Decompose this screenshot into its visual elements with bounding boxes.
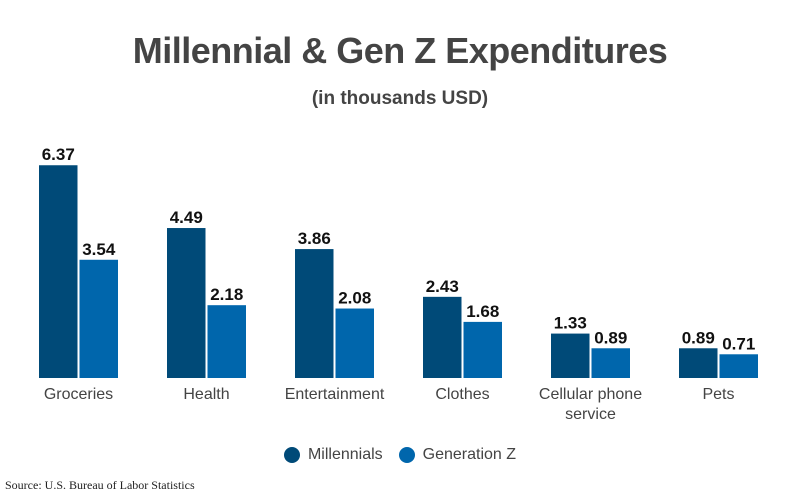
bar-millennials-health [167,228,206,378]
value-label-millennials-pets: 0.89 [682,328,715,347]
value-label-generation-z-cellular-phone-service: 0.89 [594,328,627,347]
legend-item-generation-z: Generation Z [398,446,517,464]
value-labels-group: 6.37 3.54 4.49 2.18 3.86 2.08 2.43 1.68 1.33 0.89… [42,145,756,353]
category-label-entertainment: Entertainment [285,386,385,403]
bar-millennials-cellular-phone-service [551,333,590,378]
bar-generation-z-health [207,305,246,378]
source-note: Source: U.S. Bureau of Labor Statistics [5,478,195,492]
bar-generation-z-groceries [79,259,118,378]
bar-generation-z-cellular-phone-service [591,348,630,378]
bars-group [39,165,758,378]
value-label-millennials-cellular-phone-service: 1.33 [554,314,587,333]
value-label-generation-z-entertainment: 2.08 [338,289,371,308]
value-label-generation-z-groceries: 3.54 [82,240,116,259]
legend-item-millennials: Millennials [283,446,383,464]
value-label-generation-z-health: 2.18 [210,285,243,304]
legend-swatch-millennials [283,447,300,463]
bar-millennials-groceries [39,165,78,378]
bar-millennials-pets [679,348,718,378]
chart-subtitle: (in thousands USD) [311,88,489,109]
category-label-health: Health [183,386,229,403]
legend-label-generation-z: Generation Z [422,446,517,463]
value-label-generation-z-pets: 0.71 [722,334,755,353]
value-label-millennials-entertainment: 3.86 [298,229,331,248]
value-label-generation-z-clothes: 1.68 [466,302,499,321]
legend: Millennials Generation Z [0,446,800,464]
chart-title: Millennial & Gen Z Expenditures [132,30,668,71]
category-label-cellular-phone-service: Cellular phone service [539,386,642,423]
bar-millennials-clothes [423,296,462,378]
legend-label-millennials: Millennials [307,446,383,463]
value-label-millennials-health: 4.49 [170,208,203,227]
category-label-groceries: Groceries [44,386,113,403]
category-label-clothes: Clothes [435,386,489,403]
bar-millennials-entertainment [295,249,334,378]
category-label-pets: Pets [702,386,734,403]
value-label-millennials-groceries: 6.37 [42,145,75,164]
category-labels-group: Groceries Health Entertainment Clothes Cellu… [44,386,735,423]
value-label-millennials-clothes: 2.43 [426,277,459,296]
bar-generation-z-pets [719,354,758,378]
bar-generation-z-clothes [463,321,502,378]
bar-generation-z-entertainment [335,308,374,378]
legend-swatch-generation-z [398,447,415,463]
bar-chart: 6.37 3.54 4.49 2.18 3.86 2.08 2.43 1.68 1.33 0.89… [39,145,758,423]
